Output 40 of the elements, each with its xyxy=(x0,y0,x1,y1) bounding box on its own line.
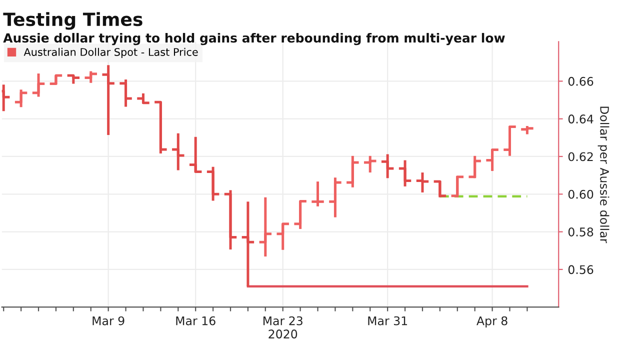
candlestick xyxy=(450,174,465,199)
legend-label: Australian Dollar Spot - Last Price xyxy=(24,48,198,58)
y-tick-label: 0.66 xyxy=(568,76,594,86)
candlestick xyxy=(240,200,256,288)
x-tick-label: Mar 9 xyxy=(92,316,124,326)
candlestick xyxy=(84,70,98,84)
candlestick xyxy=(467,154,482,180)
candlestick xyxy=(170,132,186,172)
x-tick-label: Mar 16 xyxy=(176,316,216,326)
candlestick xyxy=(14,88,28,108)
y-tick-label: 0.58 xyxy=(568,228,594,236)
candlestick xyxy=(484,148,500,172)
candlestick xyxy=(398,159,412,188)
y-tick-label: 0.62 xyxy=(568,152,593,162)
candlestick xyxy=(258,196,273,258)
candlestick xyxy=(415,171,430,194)
x-tick-label: Mar 23 2020 xyxy=(263,316,302,338)
candlestick xyxy=(380,152,395,180)
candlestick xyxy=(223,188,238,251)
candlestick xyxy=(100,64,116,136)
candlestick xyxy=(345,154,360,189)
candlestick xyxy=(292,200,308,230)
candlestick xyxy=(520,124,535,136)
candlestick xyxy=(310,180,326,208)
candlestick xyxy=(362,154,378,174)
candlestick xyxy=(276,222,290,252)
candlestick xyxy=(206,166,220,202)
y-tick-label: 0.60 xyxy=(568,190,594,199)
candlestick xyxy=(118,78,134,108)
candlestick xyxy=(31,72,46,98)
candlestick xyxy=(48,74,64,86)
y-tick-label: 0.64 xyxy=(568,114,594,124)
candlestick xyxy=(502,125,518,158)
x-tick-label: Mar 31 xyxy=(368,316,408,326)
y-axis-title: Dollar per Aussie dollar xyxy=(598,106,610,244)
y-tick-label: 0.56 xyxy=(568,265,594,274)
x-tick-label: Apr 8 xyxy=(476,316,508,328)
chart-title: Testing Times xyxy=(3,12,142,30)
chart-subtitle: Aussie dollar trying to hold gains after rebounding from multi-year low xyxy=(3,32,505,46)
candlestick xyxy=(328,176,343,219)
